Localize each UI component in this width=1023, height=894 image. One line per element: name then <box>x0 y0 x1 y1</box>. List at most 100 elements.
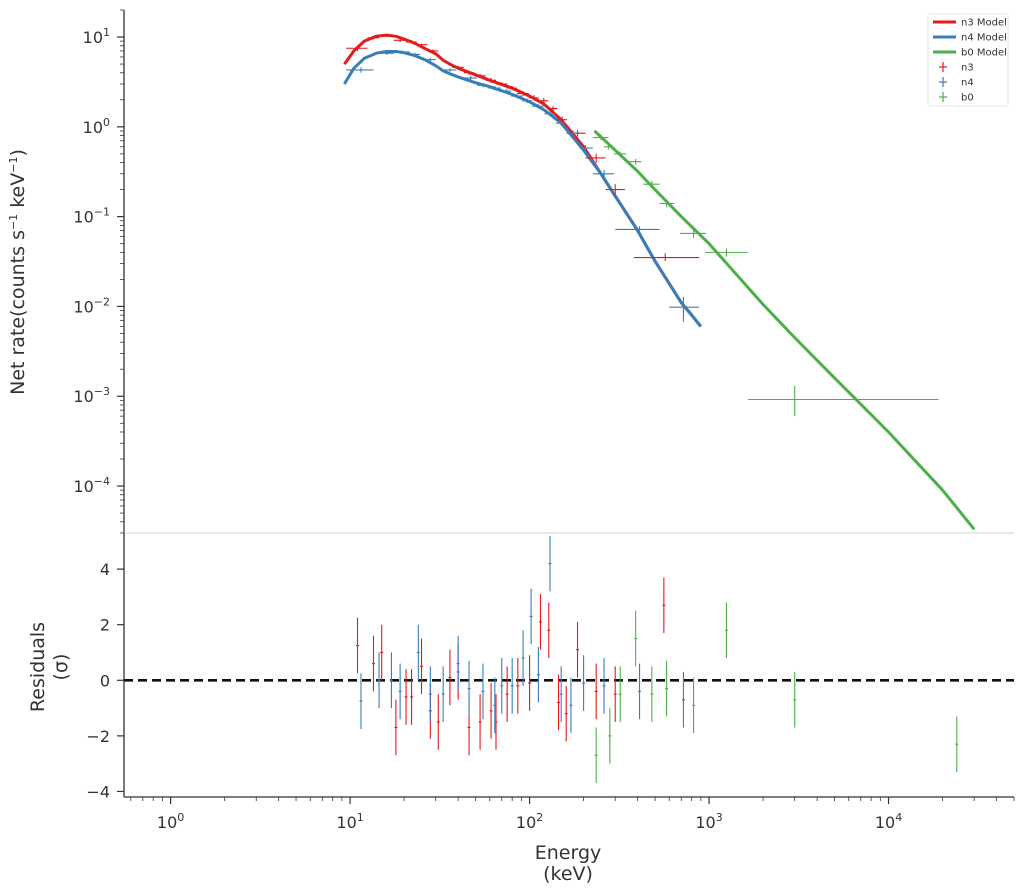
data-point-n3 <box>416 43 428 47</box>
data-point-n3 <box>633 253 700 262</box>
model-curve-b0-model <box>593 129 976 531</box>
y-tick-label: 100 <box>83 116 110 137</box>
data-point-n3 <box>557 116 568 124</box>
residual-point-b0 <box>692 677 696 734</box>
residual-point-n3 <box>371 635 375 692</box>
data-point-n3 <box>427 49 439 53</box>
residual-point-n4 <box>602 658 606 714</box>
y-axis-label: Net rate(counts s−1 keV−1) <box>7 149 29 395</box>
residual-point-n4 <box>467 660 471 717</box>
residuals-panel: 4 2 0 −2 −4 100 101 102 103 104 <box>86 533 1015 832</box>
data-point-b0 <box>680 229 706 238</box>
data-point-n4 <box>566 130 580 137</box>
x-tick-label: 102 <box>516 811 543 832</box>
y-tick-label: 4 <box>100 560 110 579</box>
legend-entry: b0 Model <box>933 48 1007 59</box>
legend-label: n3 <box>961 63 974 74</box>
data-point-n4 <box>379 51 394 56</box>
y-tick-label: 10−3 <box>73 385 110 406</box>
residual-point-n4 <box>441 666 445 722</box>
residual-point-n4 <box>398 663 402 720</box>
data-point-b0 <box>592 135 609 141</box>
x-tick-label: 101 <box>336 811 363 832</box>
legend: n3 Model n4 Model b0 Model n3 n4 b0 <box>927 13 1009 107</box>
spectrum-panel: 101 100 10−1 10−2 10−3 10−4 <box>73 9 1014 534</box>
residual-point-b0 <box>594 727 598 784</box>
legend-label: n4 <box>961 78 974 89</box>
legend-entry: n3 Model <box>933 18 1007 29</box>
data-point-n4 <box>615 226 660 233</box>
residual-point-n4 <box>493 677 497 734</box>
data-point-n4 <box>409 52 420 57</box>
residual-point-n4 <box>681 671 685 728</box>
y-tick-label: 10−4 <box>73 475 110 496</box>
data-point-n3 <box>346 45 368 51</box>
residual-point-n4 <box>638 663 642 720</box>
data-point-n3 <box>379 34 394 38</box>
residual-point-n3 <box>505 666 509 722</box>
data-point-n4 <box>443 68 457 72</box>
residual-point-b0 <box>608 708 612 764</box>
data-point-b0 <box>629 158 642 165</box>
data-point-b0 <box>613 151 627 157</box>
x-tick-label: 104 <box>875 811 902 832</box>
residual-point-n4 <box>559 666 563 722</box>
data-point-n4 <box>592 170 614 178</box>
legend-label: b0 <box>961 93 974 104</box>
residual-point-n3 <box>478 694 482 750</box>
residual-point-n4 <box>359 673 363 729</box>
y-tick-label: 101 <box>83 26 110 47</box>
residual-point-n3 <box>404 669 408 725</box>
residual-point-n3 <box>557 674 561 731</box>
y-tick-label: −4 <box>86 782 110 801</box>
data-point-n4 <box>669 296 700 322</box>
data-point-n4 <box>500 88 512 94</box>
data-point-n3 <box>605 184 625 196</box>
data-point-n4 <box>463 75 478 81</box>
data-point-n4 <box>555 120 567 126</box>
residual-point-n3 <box>662 577 666 634</box>
legend-entry: n4 <box>939 77 974 89</box>
residual-point-n3 <box>489 683 493 739</box>
x-axis-label: (keV) <box>543 863 593 885</box>
data-point-n3 <box>473 73 486 78</box>
legend-entry: b0 <box>939 92 974 104</box>
residual-point-n3 <box>380 624 384 681</box>
data-point-n4 <box>511 94 523 99</box>
data-point-n4 <box>346 67 374 73</box>
data-point-b0 <box>604 144 613 150</box>
residual-point-n4 <box>456 635 460 692</box>
data-point-b0 <box>705 248 749 257</box>
legend-entry: n4 Model <box>933 33 1007 44</box>
data-point-n4 <box>522 98 532 104</box>
residual-point-n4 <box>389 652 393 709</box>
data-point-n3 <box>507 85 517 91</box>
data-point-n3 <box>485 77 496 83</box>
data-point-n3 <box>495 82 508 86</box>
data-point-n4 <box>488 85 501 91</box>
y-tick-label: 0 <box>100 671 110 690</box>
data-point-n3 <box>393 38 407 43</box>
residual-point-b0 <box>650 666 654 722</box>
residual-point-n3 <box>516 658 520 714</box>
residual-point-n4 <box>416 624 420 681</box>
residual-point-n3 <box>410 669 414 725</box>
data-point-n3 <box>406 40 417 44</box>
residuals-y-axis-label: Residuals(σ) <box>27 622 72 712</box>
residual-point-b0 <box>618 666 622 722</box>
residual-point-n4 <box>582 655 586 711</box>
residual-point-n4 <box>569 677 573 734</box>
residual-point-b0 <box>793 671 797 728</box>
residual-point-n4 <box>521 630 525 686</box>
data-point-n4 <box>579 144 593 152</box>
residual-point-n3 <box>448 649 452 706</box>
residual-point-n4 <box>529 588 533 645</box>
data-point-n3 <box>548 106 558 112</box>
residual-point-n3 <box>594 663 598 720</box>
data-point-n3 <box>452 65 464 70</box>
residual-point-b0 <box>634 610 638 667</box>
data-point-n4 <box>424 57 436 62</box>
data-point-n3 <box>516 91 529 97</box>
residual-point-n3 <box>420 638 424 695</box>
data-point-n4 <box>477 83 489 88</box>
